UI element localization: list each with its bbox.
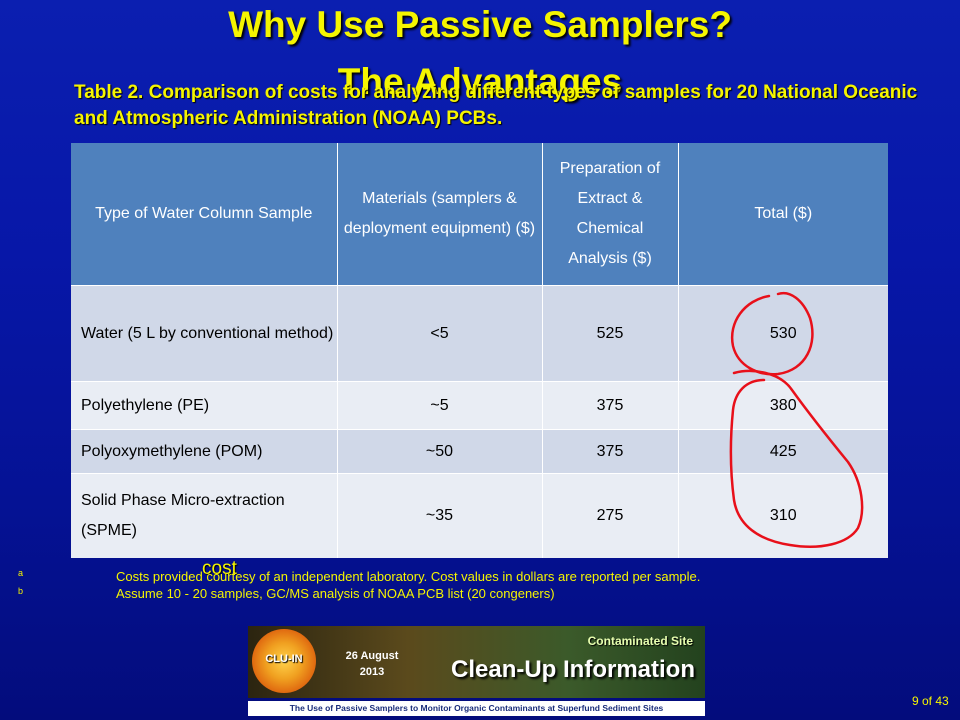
banner-clean-up-information: Clean-Up Information [451,656,695,683]
cell-preparation: 375 [542,381,679,430]
cell-total: 530 [678,285,888,382]
clu-in-logo: CLU-IN [252,629,316,693]
banner-date: 26 August 2013 [332,648,412,680]
table-header-row: Type of Water Column Sample Materials (s… [71,143,888,286]
header-materials: Materials (samplers & deployment equipme… [337,143,543,286]
header-preparation: Preparation of Extract & Chemical Analys… [542,143,679,286]
cell-total: 380 [678,381,888,430]
banner-contaminated-site: Contaminated Site [587,634,693,648]
cell-type: Water (5 L by conventional method) [71,285,338,382]
logo-label: CLU-IN [265,653,303,665]
header-type: Type of Water Column Sample [71,143,338,286]
cell-type: Solid Phase Micro-extraction (SPME) [71,473,338,558]
overflow-label-cost: cost [202,558,237,579]
cell-preparation: 375 [542,429,679,474]
footnote-text-a: Costs provided courtesy of an independen… [116,569,701,584]
footnote-mark-b: b [18,586,24,596]
cell-type: Polyethylene (PE) [71,381,338,430]
header-total: Total ($) [678,143,888,286]
table-row: Polyoxymethylene (POM) ~50 375 425 [71,429,888,474]
table-row: Solid Phase Micro-extraction (SPME) ~35 … [71,473,888,558]
cell-total: 310 [678,473,888,558]
banner-date-line1: 26 August [345,650,399,662]
cell-materials: ~50 [337,429,543,474]
page-number: 9 of 43 [912,694,949,708]
footer-webinar-title: The Use of Passive Samplers to Monitor O… [248,701,705,716]
cell-materials: ~35 [337,473,543,558]
cell-preparation: 525 [542,285,679,382]
cell-materials: <5 [337,285,543,382]
cell-preparation: 275 [542,473,679,558]
cell-total: 425 [678,429,888,474]
banner-date-line2: 2013 [359,666,385,678]
footnote-text-b: Assume 10 - 20 samples, GC/MS analysis o… [116,586,555,601]
clu-in-banner: CLU-IN 26 August 2013 Contaminated Site … [248,626,705,698]
footnote-mark-a: a [18,568,24,578]
table-row: Water (5 L by conventional method) <5 52… [71,285,888,382]
table-caption: Table 2. Comparison of costs for analyzi… [74,82,918,129]
cell-type: Polyoxymethylene (POM) [71,429,338,474]
table-row: Polyethylene (PE) ~5 375 380 [71,381,888,430]
cost-comparison-table: Type of Water Column Sample Materials (s… [71,143,888,558]
cell-materials: ~5 [337,381,543,430]
slide-title-line2: The Advantages [337,61,623,102]
slide-title-line1: Why Use Passive Samplers? [228,4,732,45]
